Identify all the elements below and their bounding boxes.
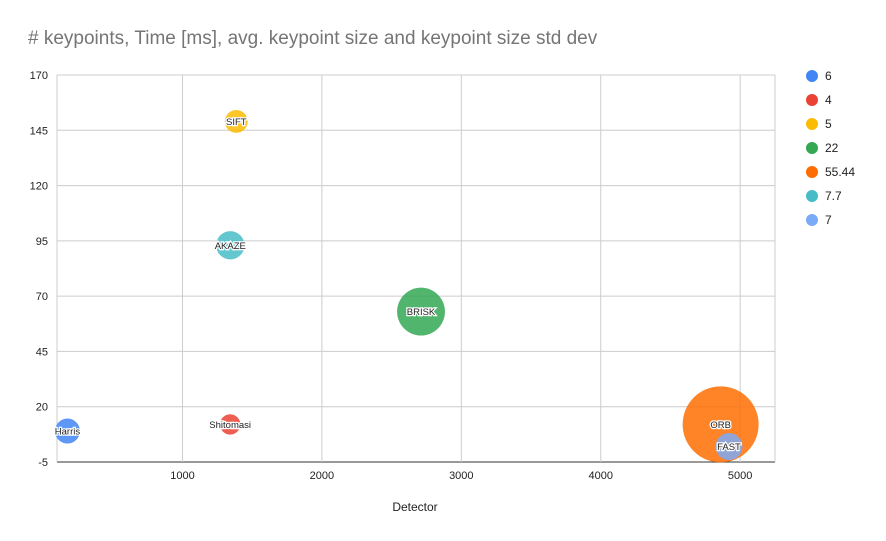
legend-marker: [806, 214, 818, 226]
x-tick-label: 4000: [588, 470, 612, 482]
legend-marker: [806, 166, 818, 178]
bubble-label-fast: FAST: [717, 442, 741, 453]
bubble-sift[interactable]: [224, 110, 248, 133]
y-tick-label: 70: [36, 291, 48, 303]
x-axis-label: Detector: [392, 500, 437, 514]
y-tick-label: -5: [38, 457, 48, 469]
legend-label: 4: [825, 93, 832, 107]
legend-marker: [806, 70, 818, 82]
y-tick-label: 120: [30, 181, 48, 193]
x-tick-label: 2000: [310, 470, 334, 482]
bubble-label-orb: ORB: [710, 420, 731, 431]
chart-title: # keypoints, Time [ms], avg. keypoint si…: [28, 28, 598, 49]
bubbles: [54, 110, 759, 463]
bubble-label-harris: Harris: [55, 427, 81, 438]
grid: [56, 74, 776, 463]
legend-label: 6: [825, 69, 832, 83]
legend-marker: [806, 118, 818, 130]
x-tick-label: 1000: [170, 470, 194, 482]
y-tick-label: 20: [36, 402, 48, 414]
bubble-labels: Harris Shitomasi SIFT BRISK ORB AKAZE FAST: [54, 116, 743, 455]
legend: 6 4 5 22 55.44 7.7 7: [806, 69, 855, 227]
legend-label: 7.7: [825, 189, 842, 203]
legend-label: 5: [825, 117, 832, 131]
bubble-label-sift: SIFT: [226, 117, 247, 128]
bubble-label-shitomasi: Shitomasi: [209, 420, 251, 431]
y-tick-label: 170: [30, 70, 48, 82]
legend-marker: [806, 190, 818, 202]
bubble-shitomasi[interactable]: [219, 414, 241, 435]
legend-marker: [806, 94, 818, 106]
bubble-brisk[interactable]: [397, 287, 445, 336]
legend-label: 22: [825, 141, 839, 155]
bubble-akaze[interactable]: [216, 231, 245, 260]
legend-label: 7: [825, 213, 832, 227]
bubble-label-akaze: AKAZE: [215, 241, 246, 252]
y-tick-label: 145: [30, 125, 48, 137]
bubble-fast[interactable]: [715, 433, 743, 461]
y-tick-label: 45: [36, 346, 48, 358]
y-tick-label: 95: [36, 236, 48, 248]
legend-marker: [806, 142, 818, 154]
x-tick-label: 5000: [728, 470, 752, 482]
bubble-label-brisk: BRISK: [407, 307, 436, 318]
x-tick-label: 3000: [449, 470, 473, 482]
tick-labels: -5 20 45 70 95 120 145 170 1000 2000 3000 4000 5000: [30, 70, 753, 482]
legend-label: 55.44: [825, 165, 855, 179]
bubble-harris[interactable]: [54, 418, 80, 444]
